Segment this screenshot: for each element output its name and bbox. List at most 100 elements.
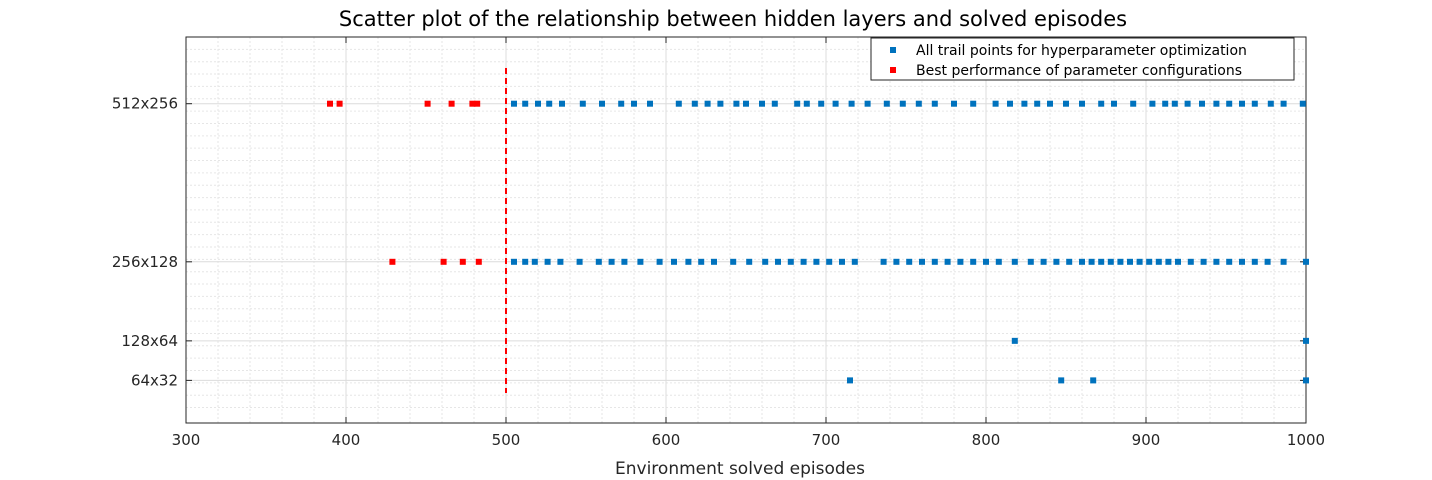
legend-box	[870, 37, 1295, 81]
best-point	[389, 258, 396, 265]
data-points	[327, 68, 1309, 393]
trial-point	[847, 377, 853, 384]
trial-point	[1040, 258, 1047, 265]
trial-point	[1066, 258, 1073, 265]
best-point	[459, 258, 466, 265]
trial-point	[717, 100, 724, 107]
trial-point	[1098, 100, 1105, 107]
best-point	[336, 100, 343, 107]
trial-point	[944, 258, 951, 265]
trial-point	[511, 258, 517, 265]
trial-point	[671, 258, 677, 265]
trial-point	[883, 100, 890, 107]
trial-point	[1251, 258, 1258, 265]
trial-point	[1199, 100, 1205, 107]
trial-point	[864, 100, 871, 107]
trial-point	[826, 258, 833, 265]
chart-title: Scatter plot of the relationship between…	[339, 7, 1127, 31]
best-point	[448, 100, 455, 107]
grid	[185, 37, 1307, 423]
trial-point	[579, 100, 586, 107]
trial-point	[1063, 100, 1069, 107]
y-tick-label: 64x32	[131, 371, 178, 389]
trial-point	[899, 100, 906, 107]
trial-point	[1239, 258, 1245, 265]
trial-point	[1280, 100, 1287, 107]
legend-label: All trail points for hyperparameter opti…	[916, 43, 1247, 59]
trial-point	[1303, 337, 1309, 344]
trial-point	[818, 100, 825, 107]
x-tick-label: 900	[1132, 431, 1161, 449]
trial-point	[1079, 100, 1085, 107]
trial-point	[631, 100, 637, 107]
trial-point	[893, 258, 900, 265]
trial-point	[618, 100, 625, 107]
trial-point	[1027, 258, 1034, 265]
trial-point	[546, 100, 553, 107]
trial-point	[535, 100, 541, 107]
y-tick-label: 512x256	[112, 95, 178, 113]
trial-point	[1127, 258, 1133, 265]
trial-point	[647, 100, 653, 107]
trial-point	[576, 258, 583, 265]
trial-point	[522, 258, 529, 265]
trial-point	[1303, 377, 1309, 384]
trial-point	[1187, 258, 1194, 265]
trial-point	[1053, 258, 1060, 265]
y-tick-label: 128x64	[121, 332, 178, 350]
x-tick-label: 600	[652, 431, 681, 449]
trial-point	[1239, 100, 1245, 107]
x-tick-label: 500	[492, 431, 521, 449]
legend-label: Best performance of parameter configurat…	[916, 63, 1242, 79]
trial-point	[851, 258, 858, 265]
trial-point	[1146, 258, 1153, 265]
best-point	[424, 100, 431, 107]
trial-point	[1136, 258, 1143, 265]
trial-point	[1264, 258, 1271, 265]
trial-point	[1299, 100, 1306, 107]
trial-point	[1098, 258, 1105, 265]
trial-point	[1303, 258, 1309, 265]
trial-point	[599, 100, 605, 107]
trial-point	[675, 100, 682, 107]
trial-point	[800, 258, 807, 265]
trial-point	[787, 258, 794, 265]
best-point	[440, 258, 447, 265]
trial-point	[1162, 100, 1169, 107]
trial-point	[931, 100, 938, 107]
trial-point	[1280, 258, 1287, 265]
trial-point	[522, 100, 529, 107]
trial-point	[992, 100, 999, 107]
axes: 300 400 500 600 700 800 900 1000 64x32 128x64 256x…	[112, 36, 1325, 449]
trial-point	[775, 258, 781, 265]
legend-marker	[890, 47, 896, 53]
plot-frame	[185, 36, 1307, 424]
trial-point	[813, 258, 820, 265]
trial-point	[1149, 100, 1156, 107]
trial-point	[1130, 100, 1137, 107]
trial-point	[762, 258, 769, 265]
trial-point	[730, 258, 737, 265]
trial-point	[771, 100, 778, 107]
best-point	[469, 100, 476, 107]
trial-point	[880, 258, 887, 265]
trial-point	[1088, 258, 1095, 265]
trial-point	[1226, 100, 1233, 107]
trial-point	[1155, 258, 1162, 265]
trial-point	[637, 258, 644, 265]
trial-point	[1047, 100, 1053, 107]
best-point	[474, 100, 481, 107]
trial-point	[531, 258, 538, 265]
trial-point	[1200, 258, 1207, 265]
trial-point	[1184, 100, 1191, 107]
trial-point	[794, 100, 801, 107]
trial-point	[1007, 100, 1013, 107]
trial-point	[1226, 258, 1233, 265]
trial-point	[970, 100, 977, 107]
trial-point	[1251, 100, 1258, 107]
x-tick-label: 400	[332, 431, 361, 449]
trial-point	[951, 100, 957, 107]
trial-point	[559, 100, 565, 107]
y-tick-label: 256x128	[112, 253, 178, 271]
